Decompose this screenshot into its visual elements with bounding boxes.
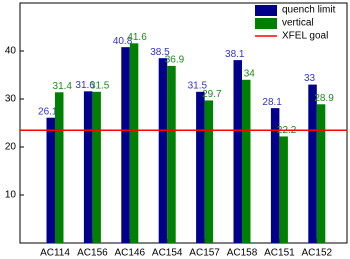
y-tick-label: 20	[5, 142, 17, 153]
bar	[233, 60, 242, 244]
x-tick-label: AC114	[40, 248, 70, 259]
bar	[83, 91, 93, 243]
legend-label: XFEL goal	[282, 31, 328, 42]
data-label: 36.9	[165, 55, 185, 66]
plot-frame	[19, 2, 348, 244]
bar	[204, 100, 214, 243]
bar	[129, 43, 139, 243]
legend-swatch	[255, 18, 277, 29]
bar	[196, 91, 205, 243]
x-tick-label: AC158	[227, 248, 258, 259]
data-label: 26.1	[38, 106, 58, 117]
bar	[308, 84, 317, 243]
x-tick-label: AC157	[189, 248, 220, 259]
data-label: 29.7	[202, 89, 222, 100]
bar	[242, 79, 251, 243]
bar	[279, 136, 288, 243]
y-tick-label: 30	[5, 94, 17, 105]
y-tick-label: 10	[5, 190, 17, 201]
data-label: 28.1	[262, 97, 282, 108]
data-label: 31.6	[75, 80, 95, 91]
bar	[270, 108, 280, 244]
data-label: 41.6	[127, 32, 147, 43]
bar	[167, 65, 176, 243]
bar	[46, 117, 55, 243]
data-label: 38.1	[225, 49, 245, 60]
data-label: 40.8	[113, 36, 133, 47]
data-label: 31.4	[53, 81, 73, 92]
bar	[158, 58, 168, 244]
data-label: 34	[244, 68, 256, 79]
legend-label: quench limit	[282, 5, 336, 16]
data-label: 31.5	[188, 80, 208, 91]
bar	[92, 91, 101, 243]
data-label: 38.5	[150, 47, 170, 58]
legend-label: vertical	[282, 18, 314, 29]
data-label: 33	[304, 73, 316, 84]
x-tick-label: AC154	[152, 248, 183, 259]
bar	[316, 104, 326, 243]
legend-swatch	[255, 5, 277, 16]
x-tick-label: AC146	[115, 248, 146, 259]
y-tick-label: 40	[5, 46, 17, 57]
bar	[121, 47, 130, 243]
bar	[55, 92, 64, 243]
x-tick-label: AC152	[302, 248, 333, 259]
x-tick-label: AC151	[264, 248, 295, 259]
data-label: 28.9	[314, 93, 334, 104]
x-tick-label: AC156	[77, 248, 108, 259]
data-label: 31.5	[90, 80, 110, 91]
